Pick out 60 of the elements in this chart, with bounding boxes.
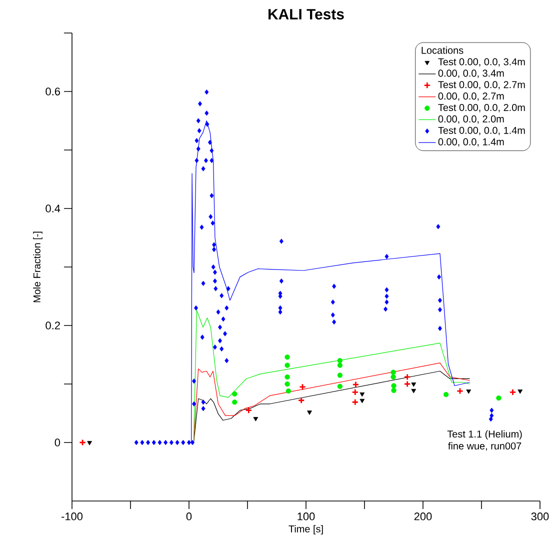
x-tick-label: 300 <box>531 512 549 520</box>
point <box>496 395 502 401</box>
point <box>518 390 523 394</box>
point <box>443 392 449 398</box>
point <box>87 441 92 446</box>
x-tick-label: 0 <box>186 512 192 520</box>
point <box>360 392 365 397</box>
point <box>286 388 292 394</box>
annotation: fine wue, run007 <box>448 442 522 451</box>
point <box>298 396 305 404</box>
point <box>509 388 516 396</box>
chart-title: KALI Tests <box>268 9 344 20</box>
y-tick-label: 0 <box>54 438 60 446</box>
x-tick-label: 200 <box>414 512 432 520</box>
point <box>79 439 86 446</box>
legend-label: Test 0.00, 0.0, 3.4m <box>438 58 525 66</box>
point <box>307 410 312 415</box>
point <box>404 380 411 388</box>
point <box>390 370 396 375</box>
point <box>352 388 359 396</box>
point <box>391 383 396 388</box>
point <box>411 388 416 394</box>
point <box>411 382 416 387</box>
point <box>299 383 306 390</box>
point <box>466 390 472 394</box>
x-tick-label: -100 <box>62 512 83 520</box>
point <box>284 354 290 360</box>
point <box>284 362 290 368</box>
point <box>245 406 252 414</box>
point <box>391 388 396 394</box>
y-axis-title: Mole Fraction [-] <box>33 232 42 302</box>
point <box>337 372 343 378</box>
y-tick-label: 0.2 <box>46 322 60 330</box>
point <box>337 362 343 368</box>
point <box>232 391 238 397</box>
point <box>352 398 359 406</box>
legend-label: 0.00, 0.0, 3.4m <box>438 70 504 78</box>
legend-label: 0.00, 0.0, 2.0m <box>438 115 504 124</box>
y-tick-label: 0.4 <box>46 204 60 212</box>
legend-label: 0.00, 0.0, 2.7m <box>438 92 504 101</box>
annotation: Test 1.1 (Helium) <box>447 430 522 440</box>
point <box>456 388 464 395</box>
point <box>390 374 396 380</box>
point <box>337 358 343 364</box>
y-tick-label: 0.6 <box>46 88 60 96</box>
point <box>337 384 343 389</box>
legend-label: Test 0.00, 0.0, 1.4m <box>438 126 525 136</box>
x-tick-label: 100 <box>298 512 315 520</box>
point <box>284 381 290 387</box>
point <box>232 400 238 405</box>
legend-title: Locations <box>422 46 464 54</box>
point <box>404 373 411 380</box>
point <box>253 417 258 422</box>
legend-label: Test 0.00, 0.0, 2.0m <box>438 104 525 112</box>
point <box>360 398 365 404</box>
point <box>284 374 290 380</box>
legend-label: Test 0.00, 0.0, 2.7m <box>438 81 525 90</box>
point <box>352 381 360 388</box>
legend-label: 0.00, 0.0, 1.4m <box>438 138 504 147</box>
x-axis-title: Time [s] <box>288 525 323 534</box>
